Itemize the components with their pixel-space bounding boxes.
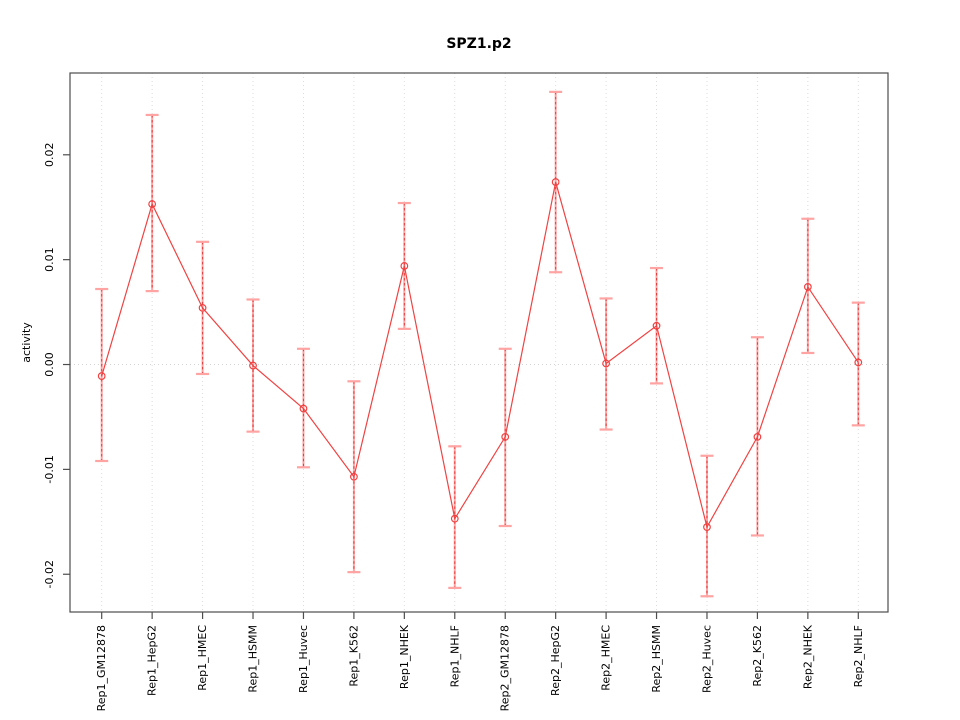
y-tick-label: -0.01: [43, 455, 56, 483]
y-tick-label: 0.01: [43, 247, 56, 272]
x-tick-label: Rep1_HMEC: [196, 625, 209, 691]
y-tick-label: 0.00: [43, 352, 56, 377]
x-tick-label: Rep2_HSMM: [650, 625, 663, 693]
plot-border: [69, 72, 889, 613]
data-point: [803, 283, 812, 291]
x-tick-label: Rep1_HSMM: [247, 625, 260, 693]
chart-title: SPZ1.p2: [446, 36, 512, 52]
data-point: [350, 472, 358, 481]
x-tick-label: Rep2_HMEC: [600, 625, 613, 691]
data-point: [501, 432, 510, 441]
x-tick-label: Rep2_HepG2: [549, 625, 562, 696]
data-point: [198, 303, 207, 312]
data-point: [551, 178, 560, 186]
y-axis-label: activity: [20, 322, 33, 363]
data-point: [299, 404, 308, 413]
data-point: [148, 200, 157, 208]
y-tick-label: -0.02: [43, 560, 56, 588]
y-tick-label: 0.02: [43, 143, 56, 168]
x-tick-label: Rep1_NHLF: [448, 625, 461, 687]
data-point: [602, 359, 610, 368]
data-point: [854, 358, 863, 367]
x-tick-label: Rep2_K562: [751, 625, 764, 687]
data-point: [652, 321, 661, 330]
x-tick-label: Rep2_Huvec: [700, 625, 713, 693]
x-tick-label: Rep1_K562: [347, 625, 360, 687]
x-tick-label: Rep2_NHEK: [801, 624, 814, 689]
x-tick-label: Rep1_GM12878: [95, 625, 108, 711]
x-tick-label: Rep1_HepG2: [146, 625, 159, 696]
data-point: [753, 432, 762, 441]
data-point: [97, 372, 106, 380]
x-tick-label: Rep1_Huvec: [297, 625, 310, 693]
x-tick-label: Rep2_NHLF: [852, 625, 865, 687]
data-point: [249, 361, 257, 370]
data-point: [450, 514, 459, 523]
data-point: [400, 262, 409, 270]
x-tick-label: Rep1_NHEK: [398, 624, 411, 689]
data-point: [703, 523, 711, 531]
series-line: [101, 181, 859, 529]
x-tick-label: Rep2_GM12878: [499, 625, 512, 711]
